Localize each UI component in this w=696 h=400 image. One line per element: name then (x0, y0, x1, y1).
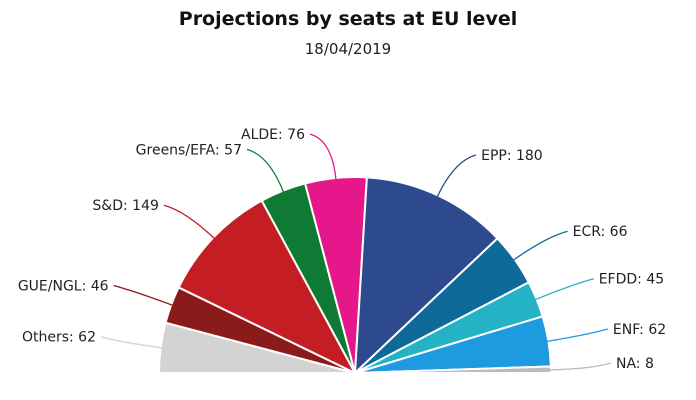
label-ecr: ECR: 66 (573, 224, 628, 240)
leader-line-enf (546, 328, 609, 343)
leader-line-efdd (534, 278, 594, 301)
leader-line-greens-efa (246, 148, 285, 193)
label-greens-efa: Greens/EFA: 57 (136, 142, 242, 158)
label-alde: ALDE: 76 (241, 127, 305, 143)
leader-line-na (548, 362, 612, 371)
label-enf: ENF: 62 (613, 322, 666, 338)
leader-lines-group (100, 133, 612, 371)
chart-title: Projections by seats at EU level (178, 8, 518, 30)
labels-group: Others: 62 GUE/NGL: 46 S&D: 149 Greens/EFA:… (18, 127, 666, 372)
label-sandd: S&D: 149 (92, 198, 158, 214)
leader-line-others (100, 336, 163, 349)
leader-line-gue-ngl (113, 284, 174, 307)
label-efdd: EFDD: 45 (599, 272, 664, 288)
leader-line-alde (309, 133, 337, 180)
leader-line-epp (436, 154, 477, 198)
chart-subtitle: 18/04/2019 (304, 40, 392, 58)
label-gue-ngl: GUE/NGL: 46 (18, 279, 109, 295)
leader-line-ecr (512, 230, 568, 261)
label-others: Others: 62 (22, 330, 96, 346)
slices-group (157, 176, 553, 376)
label-epp: EPP: 180 (481, 148, 543, 164)
label-na: NA: 8 (616, 356, 654, 372)
leader-line-sandd (163, 204, 216, 240)
